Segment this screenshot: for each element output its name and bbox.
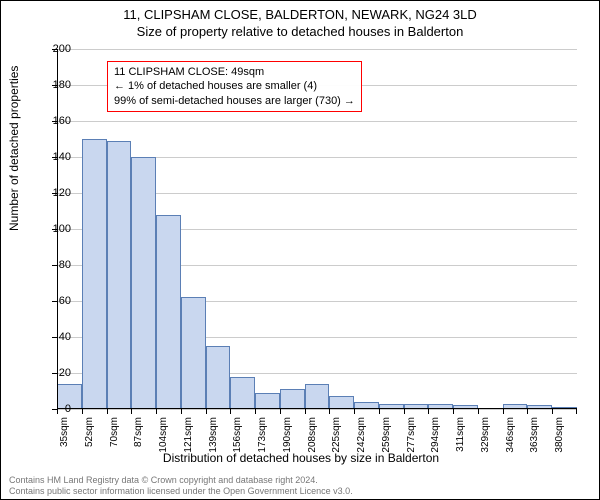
x-tick (552, 409, 553, 414)
x-tick-label: 380sqm (554, 417, 565, 457)
x-tick (255, 409, 256, 414)
gridline (57, 409, 577, 410)
x-tick (280, 409, 281, 414)
x-tick-label: 259sqm (381, 417, 392, 457)
x-tick (404, 409, 405, 414)
x-tick-label: 121sqm (183, 417, 194, 457)
bar (255, 393, 280, 409)
x-tick-label: 104sqm (158, 417, 169, 457)
y-tick-label: 60 (59, 295, 71, 307)
x-tick-label: 363sqm (529, 417, 540, 457)
chart-title: 11, CLIPSHAM CLOSE, BALDERTON, NEWARK, N… (1, 7, 599, 22)
y-tick-label: 200 (53, 43, 71, 55)
x-tick-label: 70sqm (109, 417, 120, 457)
x-tick (329, 409, 330, 414)
bar (206, 346, 231, 409)
x-tick-label: 242sqm (356, 417, 367, 457)
y-tick-label: 20 (59, 367, 71, 379)
x-tick-label: 87sqm (133, 417, 144, 457)
x-tick (206, 409, 207, 414)
x-tick (503, 409, 504, 414)
x-tick-label: 294sqm (430, 417, 441, 457)
gridline (57, 121, 577, 122)
y-tick-label: 0 (65, 403, 71, 415)
x-tick (107, 409, 108, 414)
bar (280, 389, 305, 409)
x-tick (131, 409, 132, 414)
x-tick-label: 225sqm (331, 417, 342, 457)
x-tick (305, 409, 306, 414)
x-tick (230, 409, 231, 414)
x-tick (453, 409, 454, 414)
x-tick (82, 409, 83, 414)
y-tick-label: 120 (53, 187, 71, 199)
footer-line-1: Contains HM Land Registry data © Crown c… (9, 475, 591, 486)
x-tick-label: 311sqm (455, 417, 466, 457)
x-tick-label: 156sqm (232, 417, 243, 457)
x-tick (181, 409, 182, 414)
x-tick-label: 52sqm (84, 417, 95, 457)
x-tick-label: 277sqm (406, 417, 417, 457)
y-tick-label: 180 (53, 79, 71, 91)
footer-line-2: Contains public sector information licen… (9, 486, 591, 497)
x-tick (156, 409, 157, 414)
x-tick (478, 409, 479, 414)
y-tick-label: 40 (59, 331, 71, 343)
x-tick-label: 173sqm (257, 417, 268, 457)
x-tick-label: 139sqm (208, 417, 219, 457)
bar (107, 141, 132, 409)
bar (181, 297, 206, 409)
x-tick-label: 35sqm (59, 417, 70, 457)
x-tick (354, 409, 355, 414)
x-tick (428, 409, 429, 414)
y-tick-label: 140 (53, 151, 71, 163)
y-tick-label: 160 (53, 115, 71, 127)
gridline (57, 49, 577, 50)
chart-subtitle: Size of property relative to detached ho… (1, 24, 599, 39)
x-tick-label: 208sqm (307, 417, 318, 457)
bar (82, 139, 107, 409)
bar (156, 215, 181, 409)
annotation-box: 11 CLIPSHAM CLOSE: 49sqm ← 1% of detache… (107, 61, 362, 112)
bar (305, 384, 330, 409)
x-tick-label: 346sqm (505, 417, 516, 457)
x-tick-label: 190sqm (282, 417, 293, 457)
x-tick (379, 409, 380, 414)
plot-area: 11 CLIPSHAM CLOSE: 49sqm ← 1% of detache… (57, 49, 577, 409)
bar (131, 157, 156, 409)
x-tick-label: 329sqm (480, 417, 491, 457)
x-axis-line (57, 408, 577, 409)
annotation-line-1: 11 CLIPSHAM CLOSE: 49sqm (114, 65, 355, 79)
bar (230, 377, 255, 409)
annotation-line-3: 99% of semi-detached houses are larger (… (114, 94, 355, 108)
y-axis-label: Number of detached properties (7, 66, 21, 231)
annotation-line-2: ← 1% of detached houses are smaller (4) (114, 79, 355, 93)
x-tick (576, 409, 577, 414)
footer-attribution: Contains HM Land Registry data © Crown c… (9, 475, 591, 497)
chart-container: 11, CLIPSHAM CLOSE, BALDERTON, NEWARK, N… (0, 0, 600, 500)
x-tick (527, 409, 528, 414)
y-tick-label: 100 (53, 223, 71, 235)
x-tick (57, 409, 58, 414)
y-tick-label: 80 (59, 259, 71, 271)
